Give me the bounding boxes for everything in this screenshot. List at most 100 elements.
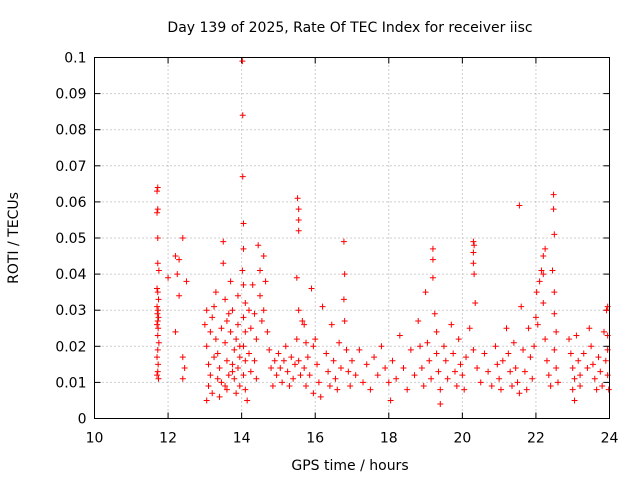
data-point (220, 238, 227, 245)
data-point (288, 354, 295, 361)
data-point (172, 328, 179, 335)
data-point (205, 361, 212, 368)
data-point (455, 336, 462, 343)
data-point (547, 383, 554, 390)
data-point (240, 372, 247, 379)
data-point (312, 336, 319, 343)
x-tick-label: 10 (86, 431, 104, 447)
data-point (251, 310, 258, 317)
data-point (512, 364, 519, 371)
data-point (268, 364, 275, 371)
data-point (260, 253, 267, 260)
data-point (477, 379, 484, 386)
data-point (605, 386, 612, 393)
data-point (239, 58, 246, 65)
data-point (258, 318, 265, 325)
data-point (240, 314, 247, 321)
data-point (154, 372, 161, 379)
data-point (207, 328, 214, 335)
data-point (435, 368, 442, 375)
data-point (431, 310, 438, 317)
data-point (290, 375, 297, 382)
data-point (472, 299, 479, 306)
data-point (531, 343, 538, 350)
data-point (244, 397, 251, 404)
data-point (580, 350, 587, 357)
y-tick-label: 0.07 (55, 159, 86, 175)
data-point (304, 354, 311, 361)
data-point (516, 202, 523, 209)
data-point (540, 299, 547, 306)
data-point (387, 397, 394, 404)
data-point (440, 343, 447, 350)
data-point (417, 343, 424, 350)
data-point (223, 357, 230, 364)
data-point (534, 321, 541, 328)
data-point (385, 379, 392, 386)
data-point (216, 393, 223, 400)
data-point (176, 256, 183, 263)
data-point (429, 274, 436, 281)
data-point (154, 184, 161, 191)
data-point (207, 372, 214, 379)
data-point (273, 372, 280, 379)
data-point (363, 361, 370, 368)
data-point (201, 321, 208, 328)
data-point (303, 383, 310, 390)
data-point (234, 292, 241, 299)
data-point (600, 328, 607, 335)
data-point (176, 292, 183, 299)
data-point (203, 343, 210, 350)
data-point (550, 206, 557, 213)
data-point (257, 292, 264, 299)
data-point (303, 339, 310, 346)
data-point (155, 307, 162, 314)
data-point (420, 383, 427, 390)
y-tick-label: 0.03 (55, 303, 86, 319)
data-point (389, 357, 396, 364)
data-point (525, 325, 532, 332)
data-point (323, 350, 330, 357)
data-point (295, 206, 302, 213)
data-point (429, 256, 436, 263)
data-point (584, 364, 591, 371)
data-point (236, 354, 243, 361)
data-point (231, 346, 238, 353)
data-point (315, 379, 322, 386)
data-point (154, 318, 161, 325)
data-point (567, 350, 574, 357)
x-tick-label: 24 (601, 431, 619, 447)
data-point (257, 267, 264, 274)
data-point (279, 379, 286, 386)
data-point (378, 343, 385, 350)
data-point (299, 318, 306, 325)
data-point (597, 368, 604, 375)
data-point (470, 346, 477, 353)
data-point (293, 336, 300, 343)
data-point (521, 368, 528, 375)
data-point (529, 375, 536, 382)
data-point (433, 328, 440, 335)
data-point (540, 271, 547, 278)
data-point (516, 390, 523, 397)
data-point (471, 271, 478, 278)
data-point (481, 350, 488, 357)
data-point (212, 289, 219, 296)
data-point (229, 307, 236, 314)
data-point (247, 368, 254, 375)
data-point (470, 238, 477, 245)
data-point (471, 242, 478, 249)
data-point (223, 386, 230, 393)
data-point (266, 346, 273, 353)
data-point (494, 361, 501, 368)
data-point (602, 357, 609, 364)
data-point (411, 372, 418, 379)
data-point (437, 401, 444, 408)
data-point (507, 368, 514, 375)
data-point (444, 375, 451, 382)
data-point (532, 314, 539, 321)
data-point (225, 372, 232, 379)
data-point (179, 235, 186, 241)
data-point (553, 364, 560, 371)
data-point (229, 368, 236, 375)
